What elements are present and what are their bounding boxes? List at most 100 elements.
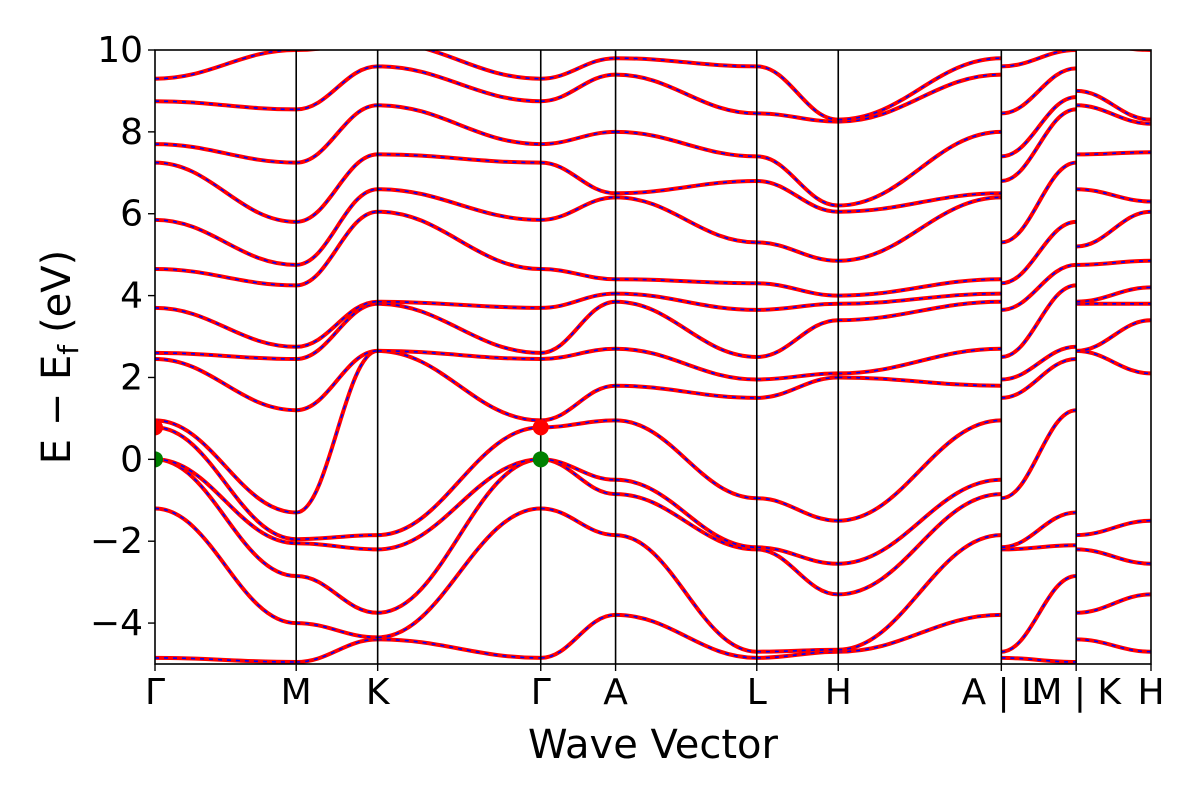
band-line-blue-dashed — [756, 65, 839, 121]
band-line-blue-dashed — [155, 143, 297, 164]
y-tick-label: 0 — [120, 439, 143, 480]
band-line-blue-dashed — [615, 534, 757, 653]
band-line-blue-dashed — [1076, 638, 1151, 653]
band-line-blue-dashed — [1001, 264, 1077, 311]
band-line-blue-dashed — [756, 241, 839, 262]
band-line-blue-dashed — [615, 196, 757, 244]
band-line-blue-dashed — [155, 426, 297, 540]
band-line-blue-dashed — [155, 458, 297, 544]
y-tick-label: 2 — [120, 357, 143, 398]
band-line-blue-dashed — [1076, 519, 1151, 536]
band-line-blue-dashed — [838, 479, 1002, 565]
x-tick-label: M — [281, 672, 312, 713]
band-line-red — [615, 56, 757, 69]
band-line-blue-dashed — [1076, 104, 1151, 125]
band-line-blue-dashed — [1076, 350, 1151, 375]
band-line-blue-dashed — [1001, 96, 1077, 158]
band-line-blue-dashed — [756, 112, 839, 123]
band-line-blue-dashed — [540, 384, 616, 422]
band-line-blue-dashed — [296, 303, 378, 360]
band-line-blue-dashed — [155, 358, 297, 411]
band-line-blue-dashed — [155, 50, 297, 80]
x-tick-label: Γ — [145, 672, 165, 713]
band-line-red — [615, 383, 757, 400]
band-line-red — [155, 655, 297, 664]
band-line-blue-dashed — [756, 648, 839, 653]
band-edge-markers — [155, 419, 549, 468]
band-line-blue-dashed — [296, 542, 378, 551]
band-line-blue-dashed — [838, 196, 1002, 262]
band-line-red — [155, 99, 297, 112]
band-line-blue-dashed — [756, 372, 839, 381]
band-line-blue-dashed — [1001, 67, 1077, 115]
x-axis-ticks: Γ M K Γ A L H A | LM | K H — [145, 664, 1165, 713]
band-line-blue-dashed — [615, 300, 757, 358]
band-line-blue-dashed — [155, 307, 297, 348]
band-line-red — [540, 506, 616, 538]
band-line-red — [155, 350, 297, 361]
band-line-blue-dashed — [838, 192, 1002, 213]
y-tick-label: 4 — [120, 276, 143, 317]
band-line-blue-dashed — [540, 300, 616, 354]
x-tick-label: H — [1137, 672, 1164, 713]
band-line-blue-dashed — [1001, 346, 1077, 381]
band-line-blue-dashed — [1001, 544, 1077, 551]
band-line-blue-dashed — [838, 131, 1002, 207]
band-line-blue-dashed — [756, 497, 839, 522]
vbm-marker — [155, 451, 163, 468]
band-line-blue-dashed — [1001, 161, 1077, 244]
band-line-blue-dashed — [296, 622, 378, 639]
band-line-blue-dashed — [377, 350, 541, 360]
band-line-blue-dashed — [756, 155, 839, 207]
band-line-red — [540, 72, 616, 104]
band-line-blue-dashed — [1076, 210, 1151, 248]
x-tick-label: H — [825, 672, 852, 713]
band-line-red — [296, 50, 324, 52]
band-line-blue-dashed — [377, 65, 541, 102]
cbm-marker — [532, 419, 549, 436]
x-tick-label: K — [366, 672, 391, 713]
band-line-blue-dashed — [540, 348, 616, 360]
band-line-blue-dashed — [756, 650, 839, 659]
band-line-blue-dashed — [1001, 657, 1077, 663]
band-line-blue-dashed — [540, 614, 616, 659]
band-line-blue-dashed — [1076, 151, 1151, 156]
band-line-blue-dashed — [377, 426, 541, 536]
band-line-blue-dashed — [615, 131, 757, 158]
band-line-blue-dashed — [1001, 511, 1077, 549]
band-line-blue-dashed — [1001, 409, 1077, 499]
y-tick-label: −2 — [90, 521, 143, 562]
band-line-blue-dashed — [540, 419, 616, 429]
band-line-blue-dashed — [838, 493, 1002, 596]
band-line-blue-dashed — [296, 153, 378, 223]
band-line-blue-dashed — [540, 131, 616, 145]
y-axis-title-unit: (eV) — [34, 250, 80, 333]
band-line-blue-dashed — [296, 50, 314, 51]
band-line-blue-dashed — [615, 479, 757, 549]
y-axis-title: E − Ef (eV) — [34, 250, 85, 465]
x-tick-label: M | K — [1031, 672, 1122, 713]
band-line-red — [377, 301, 541, 355]
band-line-blue-dashed — [1001, 284, 1077, 358]
band-line-red — [838, 72, 1002, 124]
band-line-blue-dashed — [615, 73, 757, 115]
band-line-blue-dashed — [540, 57, 616, 80]
band-line-blue-dashed — [377, 350, 541, 422]
band-line-blue-dashed — [756, 546, 839, 565]
band-line-blue-dashed — [540, 268, 616, 280]
band-line-blue-dashed — [296, 350, 378, 411]
x-tick-label: Γ — [531, 672, 551, 713]
band-line-blue-dashed — [377, 458, 541, 614]
band-line-blue-dashed — [540, 292, 616, 309]
band-line-blue-dashed — [756, 319, 839, 358]
band-line-blue-dashed — [1001, 50, 1077, 68]
y-axis-title-main: E − E — [34, 355, 80, 465]
band-line-blue-dashed — [838, 57, 1002, 121]
band-line-red — [1125, 50, 1151, 52]
band-line-blue-dashed — [296, 188, 378, 266]
band-line-blue-dashed — [1001, 108, 1077, 182]
band-line-blue-dashed — [838, 419, 1002, 522]
band-line-blue-dashed — [756, 303, 839, 311]
band-line-blue-dashed — [540, 161, 616, 195]
band-line-blue-dashed — [155, 419, 297, 514]
